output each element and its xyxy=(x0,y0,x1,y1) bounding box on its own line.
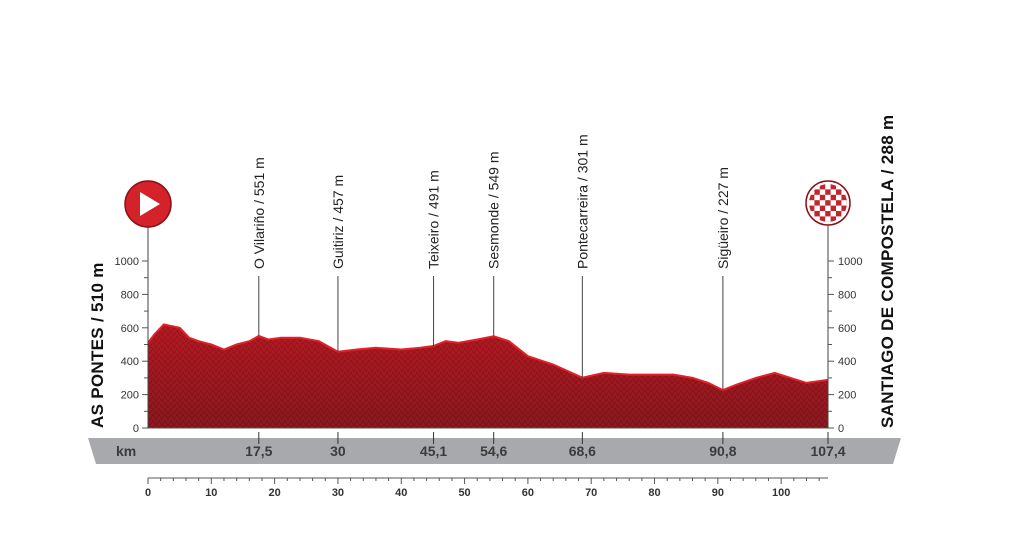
waypoint-label: Sigüeiro / 227 m xyxy=(715,167,731,269)
elevation-texture xyxy=(148,324,828,428)
distance-tick-label: 20 xyxy=(269,487,281,499)
distance-tick-label: 70 xyxy=(585,487,597,499)
finish-marker xyxy=(805,180,851,428)
checker-square xyxy=(809,205,815,211)
checker-square xyxy=(846,221,847,222)
right-tick-label: 400 xyxy=(838,356,856,368)
checker-square xyxy=(814,189,820,195)
km-bar xyxy=(88,438,901,464)
checker-square xyxy=(830,194,836,201)
right-tick-label: 1000 xyxy=(838,256,862,268)
checker-square xyxy=(819,216,826,222)
right-tick-label: 600 xyxy=(838,323,856,335)
distance-tick-label: 90 xyxy=(712,487,724,499)
checker-square xyxy=(819,205,826,211)
left-tick-label: 800 xyxy=(121,289,139,301)
right-tick-label: 800 xyxy=(838,289,856,301)
distance-tick-label: 0 xyxy=(145,487,151,499)
checker-square xyxy=(841,194,847,201)
left-elevation-axis: 0 200 400 600 800 1000 xyxy=(115,256,149,435)
start-location-label: AS PONTES / 510 m xyxy=(88,262,107,428)
checker-square xyxy=(830,184,836,190)
right-tick-label: 0 xyxy=(838,423,844,435)
waypoint-label: Sesmonde / 549 m xyxy=(486,151,502,269)
play-arrow-glyph xyxy=(140,192,160,216)
km-mark-label: 17,5 xyxy=(245,443,272,459)
km-bar-layer: 17,5 30 45,1 54,6 68,6 90,8 107,4 xyxy=(88,432,901,464)
distance-axis: 0 10 20 30 40 50 60 70 80 90 100 xyxy=(145,477,828,499)
elevation-ridge-line xyxy=(147,323,829,392)
checker-square xyxy=(836,189,842,195)
checker-square xyxy=(836,211,842,217)
distance-tick-label: 50 xyxy=(458,487,470,499)
waypoint-layer: O Vilariño / 551 m Guitiriz / 457 m Teixei… xyxy=(251,134,731,391)
waypoint-label: O Vilariño / 551 m xyxy=(251,157,267,269)
distance-tick-label: 40 xyxy=(395,487,407,499)
checker-square xyxy=(825,189,831,195)
km-unit-label: km xyxy=(116,443,136,459)
left-tick-label: 600 xyxy=(121,323,139,335)
km-mark-label: 68,6 xyxy=(569,443,596,459)
checker-square xyxy=(819,194,826,201)
left-tick-label: 1000 xyxy=(115,256,139,268)
distance-tick-label: 30 xyxy=(332,487,344,499)
checker-square xyxy=(809,194,815,201)
profile-layer xyxy=(147,323,829,429)
checker-square xyxy=(825,200,831,206)
checker-square xyxy=(814,211,820,217)
right-tick-label: 200 xyxy=(838,390,856,402)
waypoint-label: Pontecarreira / 301 m xyxy=(574,134,590,269)
checker-square xyxy=(814,200,820,206)
start-marker xyxy=(124,180,172,428)
checker-square xyxy=(819,184,826,190)
km-mark-label: 45,1 xyxy=(420,443,447,459)
checker-square xyxy=(846,200,847,206)
checker-square xyxy=(825,221,831,222)
checker-square xyxy=(830,216,836,222)
distance-tick-label: 10 xyxy=(205,487,217,499)
left-tick-label: 0 xyxy=(133,423,139,435)
left-tick-label: 400 xyxy=(121,356,139,368)
waypoint-label: Teixeiro / 491 m xyxy=(426,170,442,269)
distance-tick-label: 80 xyxy=(648,487,660,499)
checker-square xyxy=(836,200,842,206)
checker-square xyxy=(825,211,831,217)
km-mark-label: 107,4 xyxy=(810,443,845,459)
finish-location-label: SANTIAGO DE COMPOSTELA / 288 m xyxy=(878,115,897,428)
distance-tick-label: 100 xyxy=(772,487,790,499)
km-mark-label: 54,6 xyxy=(480,443,507,459)
waypoint-label: Guitiriz / 457 m xyxy=(330,175,346,269)
left-tick-label: 200 xyxy=(121,390,139,402)
distance-tick-label: 60 xyxy=(522,487,534,499)
checker-square xyxy=(841,205,847,211)
right-elevation-axis: 0 200 400 600 800 1000 xyxy=(827,256,862,435)
checker-square xyxy=(830,205,836,211)
km-mark-label: 90,8 xyxy=(709,443,736,459)
km-mark-label: 30 xyxy=(330,443,346,459)
